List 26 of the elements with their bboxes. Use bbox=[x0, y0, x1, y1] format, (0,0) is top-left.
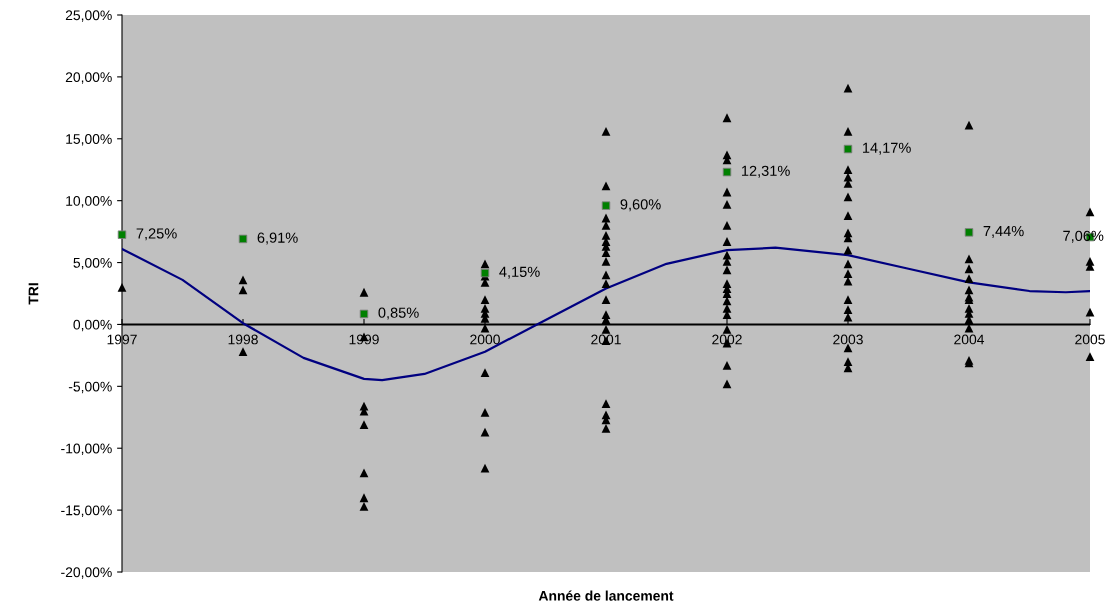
y-tick-label: -10,00% bbox=[61, 443, 112, 456]
y-tick-label: 5,00% bbox=[73, 257, 112, 270]
y-axis-title: TRI bbox=[28, 283, 39, 305]
y-tick-label: -20,00% bbox=[61, 567, 112, 579]
x-tick-label: 2005 bbox=[1075, 334, 1105, 345]
data-label: 9,60% bbox=[620, 199, 661, 212]
data-label: 6,91% bbox=[257, 232, 298, 245]
y-tick-label: 10,00% bbox=[66, 196, 112, 208]
x-tick-label: 2004 bbox=[954, 334, 985, 345]
x-axis-title: Année de lancement bbox=[538, 590, 674, 601]
x-tick-label: 1998 bbox=[228, 334, 258, 345]
y-tick-label: 25,00% bbox=[65, 10, 112, 22]
x-tick-label: 2002 bbox=[712, 334, 742, 345]
x-tick-label: 2000 bbox=[470, 334, 500, 345]
data-label: 7,25% bbox=[136, 228, 177, 241]
y-tick-label: -15,00% bbox=[61, 505, 112, 517]
data-label: 0,85% bbox=[378, 307, 419, 320]
y-tick-label: 0,00% bbox=[73, 319, 112, 332]
x-tick-label: 2003 bbox=[833, 334, 863, 345]
data-label: 14,17% bbox=[863, 142, 911, 155]
data-label: 7,44% bbox=[983, 226, 1024, 238]
data-label: 12,31% bbox=[742, 165, 790, 178]
y-tick-label: -5,00% bbox=[68, 381, 112, 394]
data-label: 4,15% bbox=[499, 266, 540, 279]
y-tick-label: 20,00% bbox=[65, 72, 112, 84]
y-tick-label: 15,00% bbox=[66, 134, 112, 146]
